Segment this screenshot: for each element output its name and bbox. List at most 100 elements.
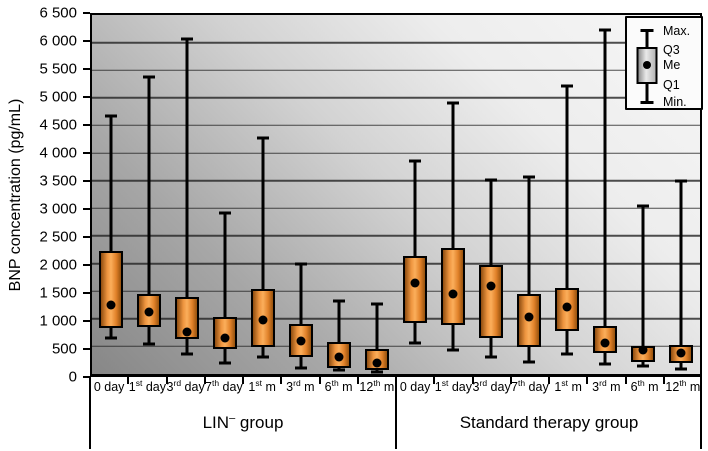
- x-tick-9: [433, 377, 436, 384]
- legend-median-dot: [643, 61, 651, 69]
- whisker-cap-min: [257, 355, 269, 359]
- y-tick-mark-6000: [83, 40, 90, 42]
- group-divider-left: [89, 377, 91, 449]
- median-dot: [486, 281, 496, 291]
- x-label-0: 0 day: [93, 380, 125, 394]
- whisker-cap-max: [181, 37, 193, 41]
- median-dot: [562, 302, 572, 312]
- whisker-cap-min: [599, 362, 611, 366]
- whisker-cap-max: [599, 28, 611, 32]
- x-axis-ticks: [90, 377, 702, 384]
- legend-label-min: Min.: [663, 95, 687, 109]
- gridline-2500: [92, 235, 700, 237]
- y-tick-mark-3500: [83, 180, 90, 182]
- median-dot: [638, 345, 648, 355]
- x-tick-5: [280, 377, 283, 384]
- group-divider-right: [700, 377, 702, 449]
- whisker-line: [223, 212, 227, 363]
- gridline-5500: [92, 69, 700, 71]
- group-label-lin: LIN– group: [202, 412, 284, 432]
- x-tick-14: [624, 377, 627, 384]
- y-tick-mark-4500: [83, 124, 90, 126]
- x-tick-13: [586, 377, 589, 384]
- plot-area: [90, 13, 702, 377]
- y-tick-label-6500: 6 500: [39, 4, 77, 22]
- x-label-10: 3rd day: [472, 377, 511, 394]
- x-label-1: 1st day: [128, 377, 166, 394]
- whisker-line: [603, 30, 607, 365]
- whisker-cap-min: [295, 366, 307, 370]
- whisker-cap-max: [371, 302, 383, 306]
- y-tick-mark-0: [83, 376, 90, 378]
- x-tick-10: [471, 377, 474, 384]
- legend-label-q3: Q3: [663, 43, 680, 57]
- median-dot: [524, 312, 534, 322]
- whisker-cap-max: [333, 299, 345, 303]
- y-tick-mark-5500: [83, 68, 90, 70]
- x-label-2: 3rd day: [166, 377, 205, 394]
- whisker-cap-max: [485, 178, 497, 182]
- x-label-11: 7th day: [511, 377, 549, 394]
- box-iqr: [403, 256, 427, 324]
- gridline-1000: [92, 318, 700, 320]
- legend-label-me: Me: [663, 58, 681, 72]
- whisker-line: [565, 85, 569, 354]
- whisker-cap-min: [105, 336, 117, 340]
- x-label-14: 6th m: [630, 377, 659, 394]
- median-dot: [144, 307, 154, 317]
- y-tick-label-2500: 2 500: [39, 228, 77, 246]
- whisker-line: [679, 181, 683, 370]
- median-dot: [676, 348, 686, 358]
- whisker-cap-max: [295, 262, 307, 266]
- legend-min-cap: [640, 101, 654, 104]
- gridline-2000: [92, 262, 700, 265]
- x-label-15: 12th m: [665, 377, 701, 394]
- whisker-cap-min: [143, 342, 155, 346]
- whisker-line: [641, 206, 645, 367]
- x-label-4: 1st m: [248, 377, 276, 394]
- box-iqr: [441, 247, 465, 326]
- whisker-line: [185, 39, 189, 355]
- median-dot: [334, 352, 344, 362]
- whisker-cap-max: [561, 84, 573, 88]
- gridline-6000: [92, 41, 700, 44]
- whisker-line: [413, 160, 417, 344]
- whisker-cap-min: [447, 348, 459, 352]
- x-tick-12: [548, 377, 550, 384]
- y-tick-mark-500: [83, 348, 90, 350]
- y-tick-label-4500: 4 500: [39, 116, 77, 134]
- legend-label-max: Max.: [663, 24, 691, 38]
- y-tick-mark-6500: [83, 12, 90, 14]
- whisker-cap-min: [561, 352, 573, 356]
- whisker-cap-max: [447, 101, 459, 105]
- whisker-cap-min: [637, 364, 649, 368]
- x-label-6: 6th m: [324, 377, 353, 394]
- y-tick-label-1500: 1 500: [39, 284, 77, 302]
- gridline-500: [92, 345, 700, 348]
- x-label-8: 0 day: [399, 380, 431, 394]
- y-tick-label-4000: 4 000: [39, 144, 77, 162]
- y-tick-mark-2500: [83, 236, 90, 238]
- whisker-line: [451, 102, 455, 350]
- whisker-cap-max: [257, 136, 269, 140]
- y-tick-label-500: 500: [51, 340, 77, 358]
- whisker-cap-max: [523, 175, 535, 179]
- whisker-line: [261, 137, 265, 358]
- whisker-cap-min: [523, 360, 535, 364]
- box-iqr: [213, 317, 237, 349]
- x-tick-7: [356, 377, 359, 384]
- y-tick-mark-2000: [83, 264, 90, 266]
- whisker-cap-max: [675, 179, 687, 183]
- median-dot: [220, 333, 230, 343]
- whisker-cap-min: [219, 361, 231, 365]
- whisker-cap-min: [333, 368, 345, 372]
- x-label-9: 1st day: [434, 377, 472, 394]
- x-tick-2: [165, 377, 168, 384]
- gridline-5000: [92, 97, 700, 99]
- whisker-cap-min: [409, 341, 421, 345]
- x-label-12: 1st m: [554, 377, 582, 394]
- x-tick-15: [662, 377, 665, 384]
- median-dot: [106, 300, 116, 310]
- median-dot: [600, 338, 610, 348]
